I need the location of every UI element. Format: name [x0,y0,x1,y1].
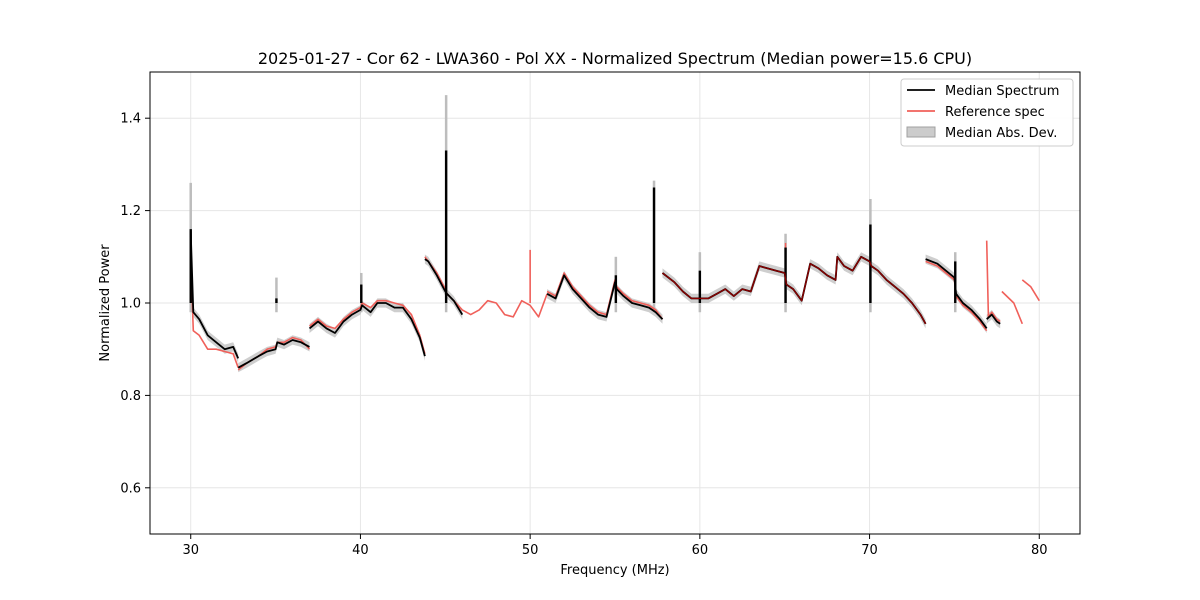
mad-band [190,226,239,364]
y-axis-ticks: 0.6 0.8 1.0 1.2 1.4 [120,112,150,496]
median-spectrum-line [986,313,1001,325]
legend-mad-label: Median Abs. Dev. [945,126,1057,141]
x-axis-title: Frequency (MHz) [560,563,669,578]
y-tick-label: 1.4 [120,112,141,127]
x-tick-label: 60 [692,543,709,558]
x-tick-label: 40 [352,543,369,558]
legend-reference-label: Reference spec [945,105,1045,120]
x-tick-label: 70 [861,543,878,558]
x-tick-label: 50 [522,543,539,558]
legend-mad-swatch [906,126,936,138]
chart-title: 2025-01-27 - Cor 62 - LWA360 - Pol XX - … [258,49,972,68]
median-spectrum-line [189,231,240,359]
overlap-layer [662,256,927,325]
y-tick-label: 0.8 [120,389,141,404]
x-tick-label: 80 [1031,543,1048,558]
mad-band [547,270,663,324]
reference-spec-line [424,256,548,318]
mad-band [309,298,425,361]
legend-median-label: Median Spectrum [945,84,1059,99]
y-axis-title: Normalized Power [98,244,113,362]
reference-spec-line [1001,290,1024,325]
median-spectrum-line [237,339,310,369]
median-spectrum-layer [189,150,1001,369]
reference-spec-line [985,240,1001,323]
mad-band [238,335,310,373]
y-tick-label: 1.0 [120,297,141,312]
x-axis-ticks: 30 40 50 60 70 80 [182,534,1048,558]
legend: Median Spectrum Reference spec Median Ab… [900,78,1074,147]
overlap-line [662,256,927,325]
reference-spec-line [308,299,426,355]
legend-frame [900,78,1074,147]
x-tick-label: 30 [182,543,199,558]
reference-spec-line [1021,279,1040,302]
y-tick-label: 1.2 [120,204,141,219]
y-tick-label: 0.6 [120,481,141,496]
median-spectrum-line [308,302,426,357]
reference-spec-line [189,256,239,368]
